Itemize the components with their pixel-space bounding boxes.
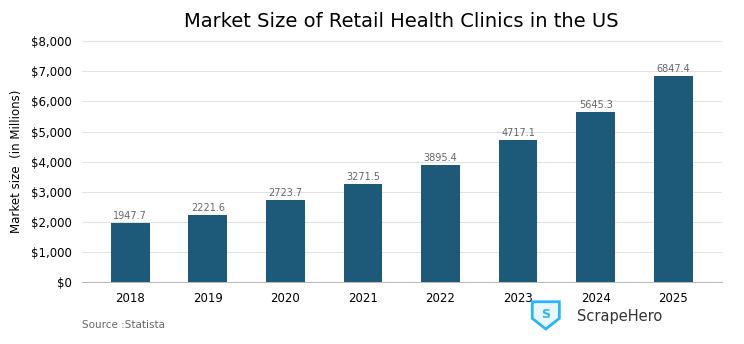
Bar bbox=[654, 76, 693, 282]
Bar bbox=[344, 184, 382, 282]
Text: Source :Statista: Source :Statista bbox=[82, 320, 165, 330]
Bar bbox=[266, 200, 305, 282]
Text: 3895.4: 3895.4 bbox=[423, 153, 458, 163]
Bar bbox=[577, 112, 615, 282]
Bar bbox=[498, 140, 537, 282]
Text: 2723.7: 2723.7 bbox=[269, 188, 303, 198]
Polygon shape bbox=[532, 302, 559, 329]
Title: Market Size of Retail Health Clinics in the US: Market Size of Retail Health Clinics in … bbox=[185, 12, 619, 31]
Text: 3271.5: 3271.5 bbox=[346, 172, 380, 182]
Text: 5645.3: 5645.3 bbox=[579, 100, 612, 110]
Y-axis label: Market size  (in Millions): Market size (in Millions) bbox=[10, 90, 23, 233]
Text: 2221.6: 2221.6 bbox=[191, 203, 225, 213]
Text: 1947.7: 1947.7 bbox=[113, 211, 147, 221]
Text: ScrapeHero: ScrapeHero bbox=[577, 309, 662, 324]
Bar bbox=[188, 215, 227, 282]
Text: S: S bbox=[542, 308, 551, 321]
Bar bbox=[111, 224, 150, 282]
Bar bbox=[421, 165, 460, 282]
Text: 6847.4: 6847.4 bbox=[656, 64, 690, 74]
Text: 4717.1: 4717.1 bbox=[501, 128, 535, 138]
